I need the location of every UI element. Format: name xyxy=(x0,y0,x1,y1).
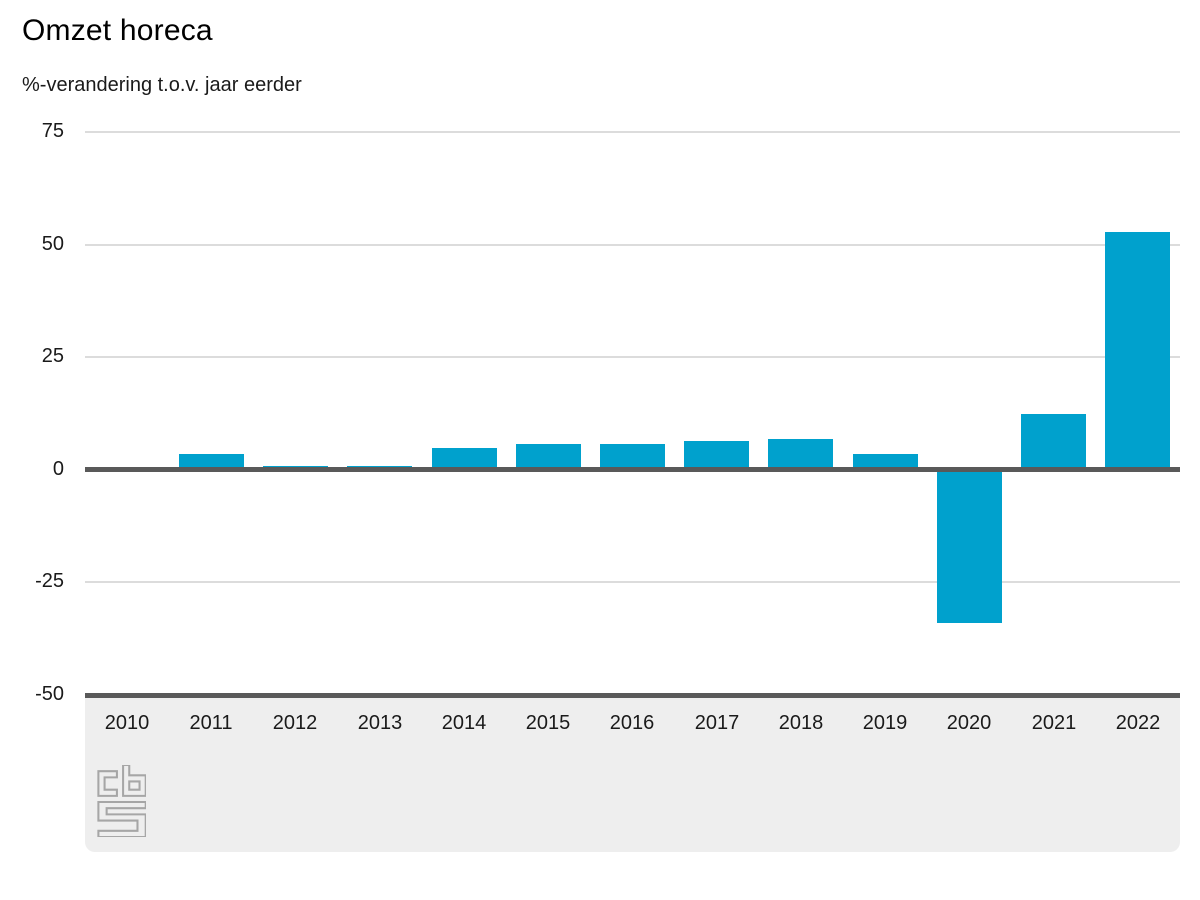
x-axis-tick-label: 2010 xyxy=(104,712,150,734)
y-axis-tick-label: -25 xyxy=(35,570,64,592)
y-gridline xyxy=(85,131,1180,133)
y-axis-tick-label: 25 xyxy=(41,345,64,367)
x-axis-tick-label: 2017 xyxy=(694,712,740,734)
x-axis-tick-label: 2016 xyxy=(609,712,655,734)
x-axis-tick-label: 2021 xyxy=(1031,712,1077,734)
chart-title: Omzet horeca xyxy=(22,14,213,47)
bar-2017 xyxy=(684,441,749,470)
y-axis-tick-label: 50 xyxy=(41,233,64,255)
x-axis-tick-label: 2013 xyxy=(357,712,403,734)
cbs-logo-b xyxy=(122,765,146,797)
bar-2016 xyxy=(600,444,665,470)
x-axis-tick-label: 2019 xyxy=(862,712,908,734)
bar-2019 xyxy=(853,454,918,470)
x-axis-tick-label: 2011 xyxy=(189,712,233,734)
bar-2011 xyxy=(179,454,244,470)
x-axis-tick-label: 2012 xyxy=(272,712,318,734)
bar-2021 xyxy=(1021,414,1086,470)
chart-subtitle: %-verandering t.o.v. jaar eerder xyxy=(22,74,302,96)
x-axis-tick-label: 2014 xyxy=(441,712,487,734)
bar-2014 xyxy=(432,448,497,470)
y-axis-tick-label: -50 xyxy=(35,683,64,705)
x-axis-tick-label: 2015 xyxy=(525,712,571,734)
bar-2022 xyxy=(1105,232,1170,470)
x-axis-band xyxy=(85,697,1180,852)
y-gridline xyxy=(85,244,1180,246)
y-gridline xyxy=(85,356,1180,358)
x-axis-tick-label: 2022 xyxy=(1115,712,1161,734)
cbs-logo-c xyxy=(97,770,118,797)
bar-2018 xyxy=(768,439,833,470)
y-axis-tick-label: 75 xyxy=(41,120,64,142)
y-gridline xyxy=(85,581,1180,583)
cbs-logo-s xyxy=(97,801,146,837)
x-axis-tick-label: 2020 xyxy=(946,712,992,734)
x-axis-tick-label: 2018 xyxy=(778,712,824,734)
bar-2020 xyxy=(937,470,1002,623)
cbs-logo-icon xyxy=(97,765,146,837)
zero-axis-line xyxy=(85,467,1180,472)
bar-2015 xyxy=(516,444,581,470)
y-axis-tick-label: 0 xyxy=(52,458,64,480)
x-axis-line xyxy=(85,693,1180,698)
